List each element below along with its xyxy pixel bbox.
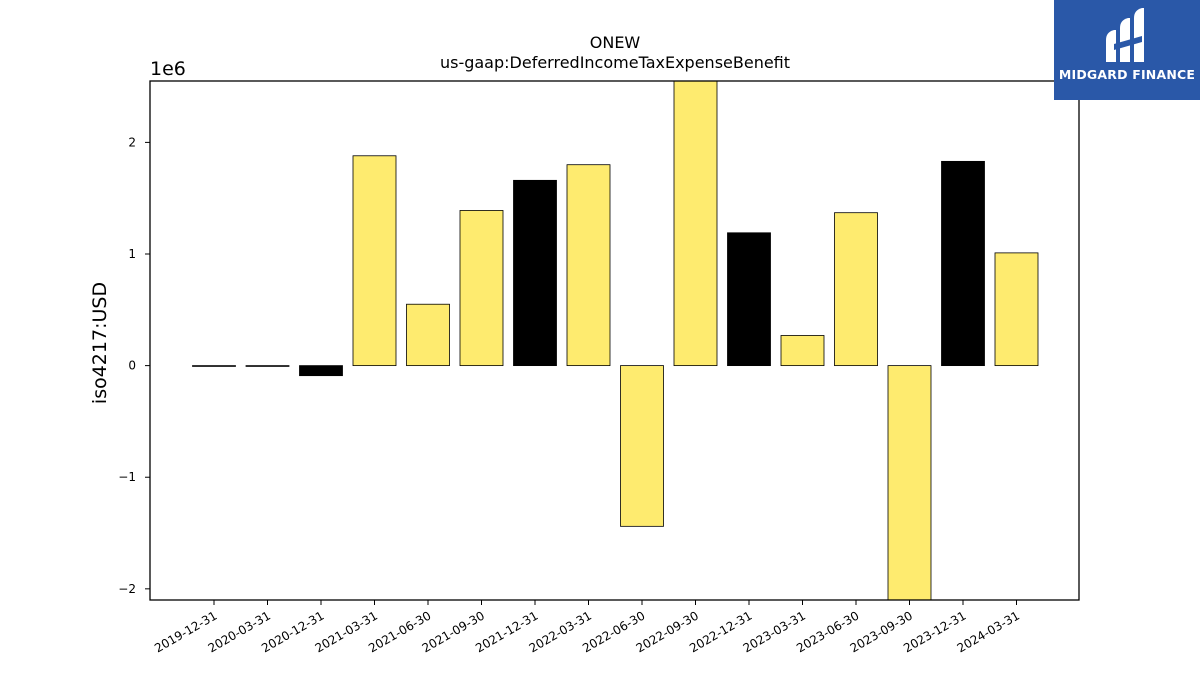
bar-2020-03-31 — [245, 365, 290, 367]
logo-text: MIDGARD FINANCE — [1058, 67, 1196, 82]
y-tick-label: −2 — [118, 582, 136, 596]
y-tick-label: 0 — [128, 359, 136, 373]
chart-title: ONEW — [590, 33, 641, 52]
y-tick-label: −1 — [118, 470, 136, 484]
bar-2020-12-31 — [299, 365, 343, 377]
y-ticks-group: −2 −1 0 1 2 — [118, 135, 150, 596]
bar-2023-12-31 — [941, 160, 985, 367]
bar-2023-09-30 — [887, 365, 932, 601]
midgard-logo-icon — [1106, 8, 1144, 62]
bar-2022-06-30 — [620, 365, 664, 527]
y-scale-label: 1e6 — [150, 58, 186, 80]
y-tick-label: 1 — [128, 247, 136, 261]
y-tick-label: 2 — [128, 135, 136, 149]
bar-2024-03-31 — [994, 252, 1039, 367]
bar-2022-03-31 — [566, 164, 611, 367]
bar-2021-03-31 — [352, 155, 397, 367]
bar-2022-12-31 — [727, 232, 771, 367]
bar-2021-06-30 — [406, 303, 450, 367]
y-axis-label: iso4217:USD — [89, 282, 111, 404]
midgard-finance-logo: MIDGARD FINANCE — [1054, 0, 1200, 100]
bar-2023-06-30 — [834, 212, 878, 367]
bar-2022-09-30 — [673, 80, 718, 367]
chart-subtitle: us-gaap:DeferredIncomeTaxExpenseBenefit — [440, 53, 790, 72]
x-ticks-group: 2019-12-312020-03-312020-12-312021-03-31… — [152, 600, 1022, 655]
bar-2021-12-31 — [513, 179, 557, 367]
bar-2019-12-31 — [192, 365, 236, 367]
bar-2023-03-31 — [780, 335, 825, 367]
plot-area-frame — [149, 80, 1080, 601]
bars-group — [192, 80, 1039, 601]
bar-2021-09-30 — [459, 210, 504, 367]
